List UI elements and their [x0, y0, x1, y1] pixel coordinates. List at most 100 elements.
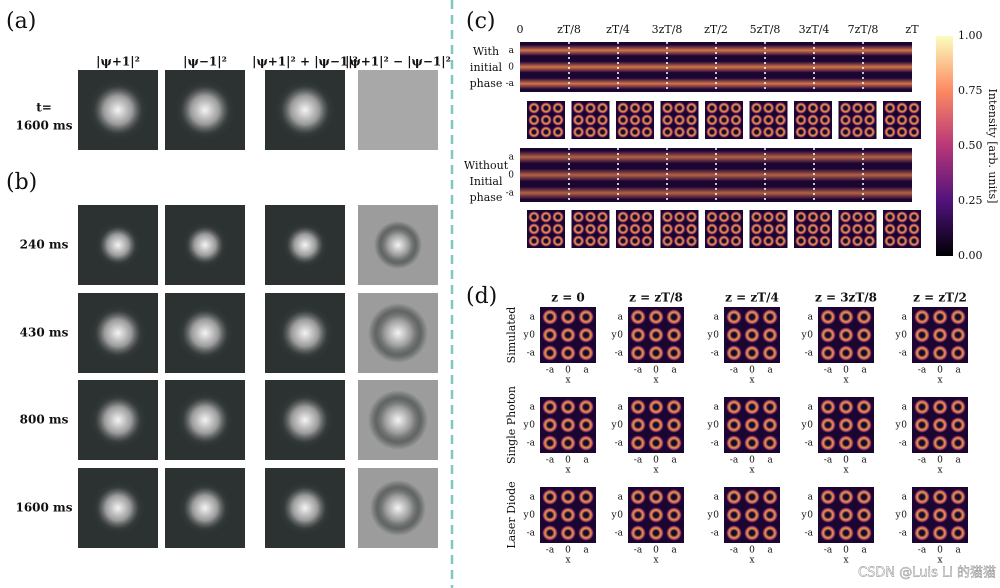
label: 0.25	[958, 194, 983, 207]
pattern-ring	[807, 114, 819, 126]
pattern-ring	[528, 235, 540, 247]
pattern-ring	[884, 211, 896, 223]
pattern-ring	[914, 525, 930, 541]
label: -a	[730, 546, 739, 556]
pattern-ring	[744, 345, 760, 361]
pattern-ring	[896, 114, 908, 126]
label: y	[522, 511, 529, 521]
label: -a	[730, 366, 739, 376]
label: x	[843, 466, 848, 476]
pattern-ring	[572, 235, 585, 247]
label: z = zT/4	[725, 291, 779, 305]
pattern-ring	[730, 126, 742, 138]
pattern-ring	[648, 507, 664, 523]
pattern-ring	[762, 126, 775, 138]
label: 0	[508, 171, 514, 181]
pattern-ring	[630, 489, 646, 505]
pattern-ring	[908, 211, 920, 223]
pattern-ring	[666, 309, 682, 325]
label: x	[565, 556, 570, 566]
label: 0.50	[958, 139, 983, 152]
label: a	[808, 493, 814, 503]
pattern-ring	[795, 126, 807, 138]
pattern-ring	[950, 489, 966, 505]
pattern-ring	[578, 309, 594, 325]
label: a	[530, 403, 536, 413]
label: -a	[546, 366, 555, 376]
pattern-ring	[641, 223, 653, 235]
label: y	[800, 421, 807, 431]
pattern-ring	[851, 223, 864, 235]
pattern-ring	[807, 211, 819, 223]
pattern-ring	[839, 114, 852, 126]
pattern-ring	[914, 417, 930, 433]
label: zT/8	[557, 23, 581, 36]
pattern-ring	[856, 525, 872, 541]
pattern-ring	[820, 435, 836, 451]
pattern-ring	[666, 399, 682, 415]
pattern-ring	[932, 525, 948, 541]
pattern-ring	[744, 399, 760, 415]
pattern-ring	[820, 345, 836, 361]
pattern-ring	[584, 126, 597, 138]
pattern-ring	[838, 417, 854, 433]
pattern-ring	[726, 489, 742, 505]
pattern-ring	[648, 417, 664, 433]
label: t=	[36, 101, 52, 115]
pattern-ring	[896, 223, 908, 235]
pattern-ring	[863, 211, 876, 223]
label: -a	[615, 349, 624, 359]
label: a	[808, 313, 814, 323]
label: -a	[824, 456, 833, 466]
pattern-ring	[542, 507, 558, 523]
colorbar	[936, 36, 953, 256]
pattern-ring	[932, 327, 948, 343]
label: y	[800, 511, 807, 521]
label: 0	[713, 331, 719, 341]
image-blob	[94, 221, 142, 269]
pattern-ring	[774, 211, 787, 223]
label: 0	[653, 366, 659, 376]
pattern-ring	[718, 223, 730, 235]
pattern-ring	[630, 309, 646, 325]
label: 1600 ms	[15, 501, 72, 515]
pattern-ring	[630, 507, 646, 523]
pattern-ring	[596, 223, 609, 235]
label: a	[902, 493, 908, 503]
label: 0	[937, 366, 943, 376]
label: x	[565, 376, 570, 386]
label: -a	[918, 546, 927, 556]
pattern-ring	[648, 345, 664, 361]
pattern-ring	[744, 417, 760, 433]
pattern-ring	[839, 223, 852, 235]
label: -a	[805, 529, 814, 539]
pattern-ring	[552, 235, 564, 247]
pattern-ring	[838, 507, 854, 523]
label: -a	[899, 529, 908, 539]
pattern-ring	[744, 525, 760, 541]
pattern-ring	[750, 126, 763, 138]
pattern-ring	[884, 235, 896, 247]
pattern-ring	[774, 126, 787, 138]
pattern-ring	[774, 102, 787, 114]
label: 7zT/8	[848, 23, 879, 36]
label: 0	[653, 546, 659, 556]
pattern-ring	[726, 309, 742, 325]
pattern-ring	[819, 235, 831, 247]
pattern-ring	[673, 211, 686, 223]
pattern-ring	[730, 235, 742, 247]
pattern-ring	[838, 399, 854, 415]
pattern-ring	[744, 489, 760, 505]
pattern-ring	[540, 223, 552, 235]
pattern-ring	[856, 489, 872, 505]
pattern-ring	[666, 525, 682, 541]
label: 0	[617, 511, 623, 521]
pattern-ring	[774, 223, 787, 235]
pattern-ring	[641, 211, 653, 223]
label: phase	[470, 77, 503, 90]
pattern-ring	[884, 223, 896, 235]
label: a	[583, 366, 589, 376]
label: zT/2	[704, 23, 728, 36]
pattern-ring	[560, 309, 576, 325]
label: a	[509, 46, 515, 56]
